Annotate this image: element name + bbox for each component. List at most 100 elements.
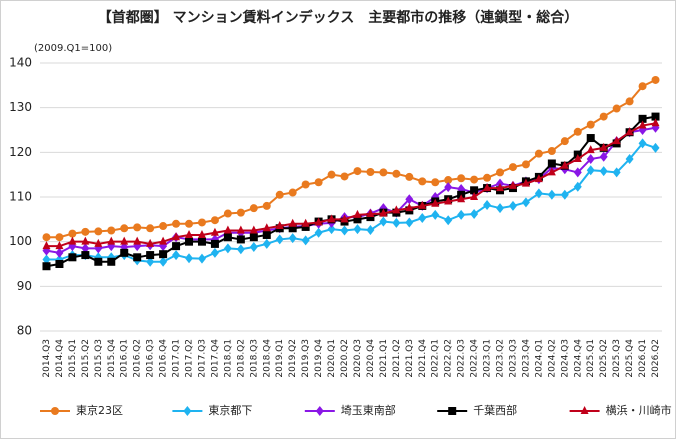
marker bbox=[496, 203, 505, 214]
marker bbox=[379, 216, 388, 227]
x-tick-label: 2016.Q1 bbox=[120, 339, 130, 378]
x-tick-label: 2021.Q2 bbox=[392, 339, 402, 378]
marker bbox=[483, 173, 492, 182]
marker bbox=[560, 160, 569, 169]
y-tick-label: 90 bbox=[17, 279, 32, 293]
marker bbox=[223, 225, 232, 234]
marker bbox=[223, 209, 232, 218]
marker bbox=[392, 205, 401, 214]
marker bbox=[223, 243, 232, 254]
marker bbox=[262, 201, 271, 210]
marker bbox=[327, 170, 336, 179]
marker bbox=[612, 167, 621, 178]
x-tick-label: 2014.Q4 bbox=[55, 339, 65, 378]
marker bbox=[560, 189, 569, 200]
marker bbox=[288, 233, 297, 244]
x-tick-label: 2020.Q2 bbox=[340, 339, 350, 378]
marker bbox=[651, 142, 660, 153]
x-tick-label: 2024.Q2 bbox=[547, 339, 557, 378]
x-tick-label: 2019.Q2 bbox=[288, 339, 298, 378]
legend-label: 東京23区 bbox=[76, 403, 123, 417]
marker bbox=[534, 174, 543, 183]
marker bbox=[508, 200, 517, 211]
x-tick-label: 2025.Q2 bbox=[599, 339, 609, 378]
x-tick-label: 2024.Q3 bbox=[560, 339, 570, 378]
x-tick-label: 2020.Q1 bbox=[327, 339, 337, 378]
y-tick-label: 120 bbox=[9, 145, 32, 159]
marker bbox=[81, 227, 90, 236]
marker bbox=[81, 236, 90, 245]
marker bbox=[288, 188, 297, 197]
marker bbox=[599, 112, 608, 121]
marker bbox=[236, 208, 245, 217]
x-tick-label: 2021.Q4 bbox=[418, 339, 428, 378]
marker bbox=[301, 218, 310, 227]
x-tick-label: 2015.Q2 bbox=[81, 339, 91, 378]
marker bbox=[638, 138, 647, 149]
legend-label: 埼玉東南部 bbox=[341, 403, 396, 417]
marker bbox=[457, 209, 466, 220]
marker bbox=[133, 236, 142, 245]
marker bbox=[51, 407, 59, 415]
marker bbox=[146, 224, 155, 233]
marker bbox=[431, 198, 440, 207]
marker bbox=[405, 172, 414, 181]
marker bbox=[159, 222, 168, 231]
x-tick-label: 2023.Q2 bbox=[496, 339, 506, 378]
marker bbox=[418, 200, 427, 209]
marker bbox=[301, 235, 310, 246]
marker bbox=[586, 120, 595, 129]
marker bbox=[547, 167, 556, 176]
marker bbox=[418, 177, 427, 186]
marker bbox=[210, 239, 219, 248]
x-tick-label: 2019.Q1 bbox=[275, 339, 285, 378]
marker bbox=[573, 127, 582, 136]
x-tick-label: 2017.Q3 bbox=[197, 339, 207, 378]
marker bbox=[185, 229, 194, 238]
marker bbox=[94, 257, 103, 266]
marker bbox=[183, 406, 192, 416]
x-tick-label: 2022.Q2 bbox=[444, 339, 454, 378]
marker bbox=[444, 196, 453, 205]
marker bbox=[315, 406, 324, 416]
x-tick-label: 2024.Q1 bbox=[534, 339, 544, 378]
marker bbox=[223, 233, 232, 242]
marker bbox=[586, 145, 595, 154]
marker bbox=[651, 75, 660, 84]
marker bbox=[94, 238, 103, 247]
marker bbox=[197, 253, 206, 264]
marker bbox=[547, 189, 556, 200]
x-tick-label: 2016.Q2 bbox=[133, 339, 143, 378]
x-tick-label: 2017.Q1 bbox=[172, 339, 182, 378]
marker bbox=[340, 214, 349, 223]
marker bbox=[612, 136, 621, 145]
marker bbox=[42, 241, 51, 250]
marker bbox=[521, 197, 530, 208]
marker bbox=[314, 178, 323, 187]
marker bbox=[120, 236, 129, 245]
marker bbox=[288, 218, 297, 227]
marker bbox=[444, 176, 453, 185]
marker bbox=[586, 134, 595, 143]
x-tick-label: 2026.Q1 bbox=[638, 339, 648, 378]
marker bbox=[172, 232, 181, 241]
y-tick-label: 140 bbox=[9, 56, 32, 70]
marker bbox=[366, 213, 375, 222]
marker bbox=[327, 224, 336, 235]
marker bbox=[508, 163, 517, 172]
marker bbox=[301, 180, 310, 189]
marker bbox=[55, 233, 64, 242]
marker bbox=[353, 209, 362, 218]
marker bbox=[236, 244, 245, 255]
x-tick-label: 2017.Q2 bbox=[185, 339, 195, 378]
x-tick-label: 2018.Q4 bbox=[262, 339, 272, 378]
marker bbox=[573, 181, 582, 192]
marker bbox=[625, 154, 634, 165]
marker bbox=[470, 175, 479, 184]
marker bbox=[457, 194, 466, 203]
x-tick-label: 2021.Q1 bbox=[379, 339, 389, 378]
x-tick-label: 2021.Q3 bbox=[405, 339, 415, 378]
x-tick-label: 2018.Q1 bbox=[223, 339, 233, 378]
marker bbox=[340, 172, 349, 181]
